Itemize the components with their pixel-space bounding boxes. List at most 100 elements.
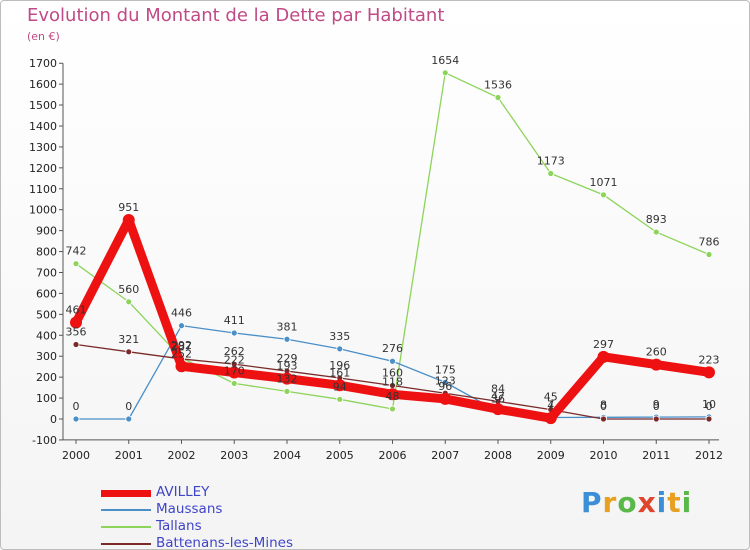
data-label-avilley: 96 [438,380,452,393]
x-tick-label: 2002 [168,449,196,462]
data-point-maussans [230,329,238,337]
y-tick-label: 0 [50,413,57,426]
logo-letter: r [602,486,618,519]
y-tick-label: 900 [36,225,57,238]
proxiti-logo: Proxiti [581,486,692,519]
data-label-tallans: 132 [277,372,298,385]
data-label-avilley: 252 [171,347,192,360]
y-tick-label: -100 [32,434,57,447]
data-label-avilley: 118 [382,375,403,388]
data-label-avilley: 951 [118,201,139,214]
y-tick-label: 400 [36,329,57,342]
x-tick-label: 2006 [379,449,407,462]
y-tick-label: 1600 [29,78,57,91]
data-label-battenans-les-mines: 321 [118,333,139,346]
logo-letter: o [617,486,638,519]
y-tick-label: 1200 [29,162,57,175]
data-label-maussans: 0 [125,400,132,413]
y-tick-label: 1300 [29,141,57,154]
data-label-maussans: 381 [277,320,298,333]
data-point-avilley [228,366,241,379]
data-label-battenans-les-mines: 0 [653,400,660,413]
legend-swatch [101,489,151,497]
data-point-avilley [544,412,557,425]
data-label-tallans: 94 [333,380,347,393]
data-point-tallans [72,260,80,268]
data-point-avilley [650,358,663,371]
data-label-maussans: 335 [329,330,350,343]
data-label-tallans: 48 [386,390,400,403]
chart-subtitle: (en €) [27,30,60,43]
data-label-tallans: 1071 [590,176,618,189]
data-point-maussans [72,415,80,423]
data-label-battenans-les-mines: 287 [171,340,192,353]
x-tick-label: 2000 [62,449,90,462]
x-tick-label: 2011 [642,449,670,462]
data-point-avilley [122,213,135,226]
legend-label: AVILLEY [156,484,210,500]
data-point-battenans-les-mines [705,415,713,423]
x-tick-label: 2007 [431,449,459,462]
data-label-avilley: 4 [547,399,554,412]
data-label-battenans-les-mines: 229 [277,352,298,365]
data-point-maussans [441,378,449,386]
legend-label: Tallans [156,518,202,534]
x-tick-label: 2010 [590,449,618,462]
data-label-avilley: 223 [699,353,720,366]
data-point-avilley [281,372,293,385]
data-point-avilley [492,403,504,416]
y-tick-label: 300 [36,350,57,363]
data-point-tallans [494,94,502,101]
legend-label: Battenans-les-Mines [156,535,293,550]
data-point-battenans-les-mines [600,415,607,423]
y-tick-label: 700 [36,266,57,279]
data-point-tallans [336,395,344,403]
y-tick-label: 1500 [29,99,57,112]
data-label-battenans-les-mines: 262 [224,345,245,358]
x-tick-label: 2001 [115,449,143,462]
data-label-battenans-les-mines: 160 [382,367,403,380]
data-point-avilley [70,316,82,329]
data-label-maussans: 9 [653,398,660,411]
legend-swatch [101,526,151,528]
data-label-maussans: 7 [547,399,554,412]
data-label-maussans: 8 [600,398,607,411]
x-tick-label: 2003 [220,449,248,462]
data-label-avilley: 193 [277,360,298,373]
data-label-battenans-les-mines: 196 [329,359,350,372]
data-point-battenans-les-mines [72,341,80,348]
data-point-maussans [283,335,291,343]
data-label-maussans: 0 [73,400,80,413]
data-point-avilley [439,392,452,405]
data-point-avilley [597,350,610,363]
data-label-tallans: 786 [699,235,720,248]
data-label-maussans: 175 [435,363,456,376]
data-label-maussans: 411 [224,314,245,327]
data-label-maussans: 36 [491,392,505,405]
data-label-battenans-les-mines: 84 [491,382,505,395]
y-tick-label: 1700 [29,57,57,70]
data-label-avilley: 161 [329,366,350,379]
data-label-tallans: 1173 [537,154,565,167]
data-point-battenans-les-mines [125,348,133,356]
legend-swatch [101,543,151,545]
data-point-tallans [125,298,133,306]
data-label-battenans-les-mines: 45 [544,391,558,404]
logo-letter: i [681,486,693,519]
data-point-avilley [703,366,715,379]
data-label-tallans: 742 [66,245,87,258]
data-label-avilley: 461 [66,304,87,317]
data-label-avilley: 222 [224,354,245,367]
data-point-maussans [336,345,344,353]
data-point-battenans-les-mines [652,415,660,423]
data-label-avilley: 297 [593,338,614,351]
logo-letter: t [667,486,682,519]
data-label-maussans: 446 [171,307,192,320]
y-tick-label: 500 [36,308,57,321]
data-point-tallans [283,387,291,395]
data-label-avilley: 260 [646,346,667,359]
logo-letter: i [656,486,668,519]
data-point-tallans [441,69,449,77]
